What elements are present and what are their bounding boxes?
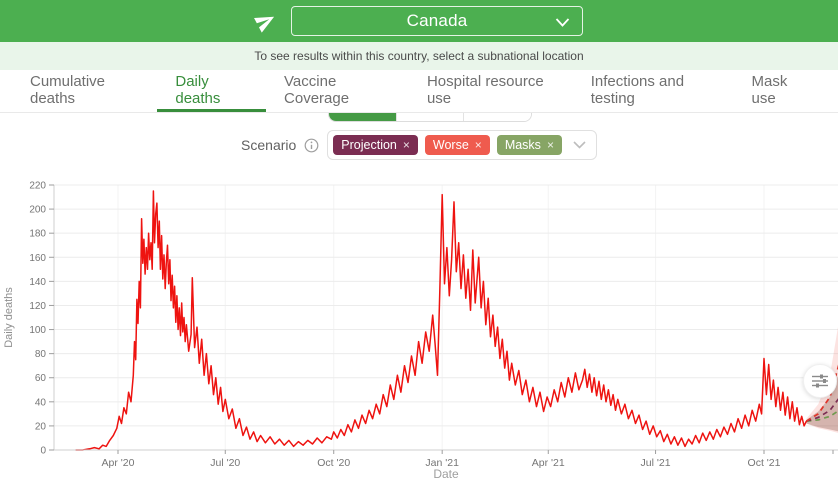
masks-line xyxy=(806,410,838,422)
y-tick-label: 0 xyxy=(40,446,46,457)
y-tick-label: 140 xyxy=(29,277,46,288)
country-name: Canada xyxy=(406,11,468,30)
x-tick-label: Jan '21 xyxy=(425,457,459,469)
y-tick-label: 100 xyxy=(29,325,46,336)
scenario-chip-projection[interactable]: Projection × xyxy=(333,135,418,155)
remove-icon[interactable]: × xyxy=(402,138,410,152)
x-tick-label: Apr '21 xyxy=(532,457,565,469)
scenario-multiselect[interactable]: Projection × Worse × Masks × xyxy=(327,130,597,160)
tab-bar: Cumulative deaths Daily deaths Vaccine C… xyxy=(0,70,838,113)
chip-label: Worse xyxy=(432,138,469,152)
tab-hospital-resource-use[interactable]: Hospital resource use xyxy=(426,72,544,107)
scenario-row: Scenario Projection × Worse × Masks × xyxy=(0,130,838,160)
y-tick-label: 20 xyxy=(35,421,47,432)
scenario-chip-worse[interactable]: Worse × xyxy=(424,135,490,155)
remove-icon[interactable]: × xyxy=(474,138,482,152)
chevron-down-icon[interactable] xyxy=(573,141,586,149)
y-tick-label: 220 xyxy=(29,181,46,192)
y-tick-label: 80 xyxy=(35,349,47,360)
y-tick-label: 200 xyxy=(29,205,46,216)
y-tick-label: 40 xyxy=(35,397,47,408)
observed-line xyxy=(75,190,808,451)
location-arrow-icon[interactable] xyxy=(251,6,281,36)
y-tick-label: 160 xyxy=(29,253,46,264)
x-axis-title: Date xyxy=(433,467,459,481)
tab-vaccine-coverage[interactable]: Vaccine Coverage xyxy=(284,72,350,107)
notice-text: To see results within this country, sele… xyxy=(254,49,584,63)
y-tick-label: 180 xyxy=(29,229,46,240)
tab-cumulative-deaths[interactable]: Cumulative deaths xyxy=(30,72,106,107)
header-bar: Canada xyxy=(0,0,838,42)
info-icon[interactable] xyxy=(304,138,319,153)
sliders-icon xyxy=(812,374,828,388)
y-axis-title: Daily deaths xyxy=(3,287,15,348)
country-selector[interactable]: Canada xyxy=(291,6,583,36)
y-tick-label: 120 xyxy=(29,301,46,312)
projection-uncertainty-band xyxy=(806,376,838,432)
worse-uncertainty-band xyxy=(806,326,838,433)
projection-line xyxy=(806,398,838,422)
y-tick-label: 60 xyxy=(35,373,47,384)
daily-deaths-chart: 0 20 40 60 80 100 120 140 160 180 200 220 Apr '20 Jul… xyxy=(3,181,838,481)
subnational-notice: To see results within this country, sele… xyxy=(0,42,838,70)
tab-infections-and-testing[interactable]: Infections and testing xyxy=(590,72,685,107)
scenario-chip-masks[interactable]: Masks × xyxy=(496,135,562,155)
chart-section: 0 20 40 60 80 100 120 140 160 180 200 220 Apr '20 Jul… xyxy=(0,175,838,485)
scenario-label: Scenario xyxy=(241,137,297,153)
x-tick-label: Oct '21 xyxy=(748,457,781,469)
x-tick-label: Jul '20 xyxy=(210,457,240,469)
x-tick-label: Apr '20 xyxy=(102,457,135,469)
x-tick-label: Oct '20 xyxy=(317,457,350,469)
chevron-down-icon[interactable] xyxy=(555,18,570,27)
remove-icon[interactable]: × xyxy=(546,138,554,152)
chip-label: Masks xyxy=(504,138,541,152)
x-tick-label: Jul '21 xyxy=(641,457,671,469)
chart-settings-button[interactable] xyxy=(803,364,837,398)
chip-label: Projection xyxy=(341,138,397,152)
tab-daily-deaths[interactable]: Daily deaths xyxy=(157,70,267,112)
tab-mask-use[interactable]: Mask use xyxy=(751,72,788,107)
